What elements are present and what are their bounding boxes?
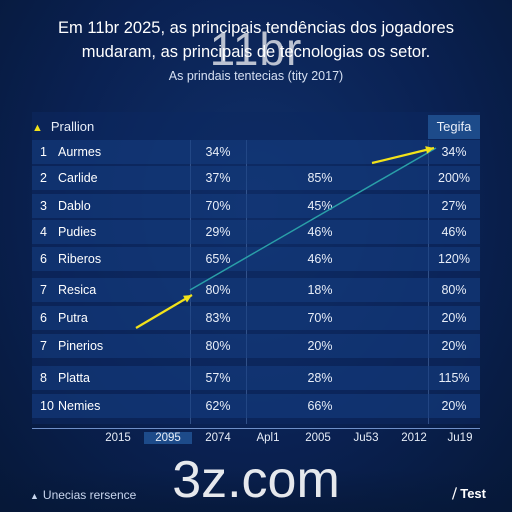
table-row: 10 Nemies 62% 66% 20%	[32, 394, 480, 418]
value-col-1: 70%	[205, 199, 231, 213]
watermark-bottom: 3z.com	[172, 451, 340, 509]
table-row: 4 Pudies 29% 46% 46%	[32, 220, 480, 244]
value-col-2: 46%	[307, 225, 333, 239]
value-col-3: 27%	[441, 199, 467, 213]
value-col-3: 115%	[438, 371, 470, 385]
row-rank: 10	[40, 399, 54, 413]
x-tick-label: 2012	[401, 432, 427, 444]
row-name: Putra	[58, 311, 88, 325]
chart-title-line-1: Em 11br 2025, as principais tendências d…	[58, 19, 454, 37]
value-col-3: 200%	[438, 171, 470, 185]
table-row: 2 Carlide 37% 85% 200%	[32, 166, 480, 190]
x-tick-label: 2005	[305, 432, 331, 444]
value-col-3: 120%	[438, 252, 470, 266]
footer-note: ▲ Unecias rersence	[30, 488, 136, 502]
value-col-2: 85%	[307, 171, 333, 185]
row-name: Nemies	[58, 399, 101, 413]
trend-line	[189, 147, 437, 291]
table-row: 7 Pinerios 80% 20% 20%	[32, 334, 480, 358]
table-row: 6 Riberos 65% 46% 120%	[32, 247, 480, 271]
value-col-1: 29%	[205, 225, 231, 239]
value-col-1: 34%	[205, 145, 231, 159]
x-tick-label: 2015	[105, 432, 131, 444]
value-col-2: 46%	[307, 252, 333, 266]
value-col-1: 80%	[205, 283, 231, 297]
row-rank: 7	[40, 339, 47, 353]
table-row: 8 Platta 57% 28% 115%	[32, 366, 480, 390]
badge-logo: ⧸ Test	[452, 486, 486, 501]
row-rank: 1	[40, 145, 47, 159]
row-rank: 4	[40, 225, 47, 239]
table-row: 3 Dablo 70% 45% 27%	[32, 194, 480, 218]
yellow-arrow-icon	[371, 146, 435, 165]
row-rank: 6	[40, 252, 47, 266]
data-table: ▲ Prallion Tegifa 1 Aurmes 34% 34% 2 Carlide 37…	[32, 112, 480, 424]
row-rank: 6	[40, 311, 47, 325]
column-header-right: Tegifa	[428, 115, 480, 139]
row-name: Pudies	[58, 225, 97, 239]
x-tick-label: 2095	[144, 432, 192, 444]
value-col-3: 20%	[441, 311, 467, 325]
value-col-2: 70%	[307, 311, 333, 325]
triangle-marker-icon: ▲	[32, 122, 43, 134]
x-tick-label: 2074	[205, 432, 231, 444]
value-col-3: 20%	[441, 399, 467, 413]
value-col-3: 34%	[441, 145, 467, 159]
value-col-2: 66%	[307, 399, 333, 413]
value-col-1: 80%	[205, 339, 231, 353]
row-rank: 7	[40, 283, 47, 297]
value-col-3: 46%	[441, 225, 467, 239]
chart-title-line-2: mudaram, as principais de tecnologias os…	[81, 43, 431, 61]
column-header-left-label: Prallion	[50, 119, 95, 134]
footer-text: Unecias rersence	[42, 488, 137, 502]
x-tick-label: Ju53	[353, 432, 379, 444]
row-name: Pinerios	[58, 339, 104, 353]
row-rank: 2	[40, 171, 47, 185]
x-axis-rule	[32, 428, 480, 429]
value-col-3: 20%	[441, 339, 467, 353]
row-rank: 3	[40, 199, 47, 213]
value-col-1: 37%	[205, 171, 231, 185]
table-row: 7 Resica 80% 18% 80%	[32, 278, 480, 302]
value-col-1: 62%	[205, 399, 231, 413]
row-name: Resica	[58, 283, 97, 297]
row-name: Carlide	[58, 171, 98, 185]
column-header-left: ▲ Prallion	[32, 115, 152, 139]
table-row: 1 Aurmes 34% 34%	[32, 140, 480, 164]
value-col-2: 20%	[307, 339, 333, 353]
value-col-1: 65%	[205, 252, 231, 266]
yellow-arrow-icon	[135, 294, 193, 329]
footer-marker-icon: ▲	[30, 491, 39, 501]
value-col-2: 45%	[307, 199, 333, 213]
value-col-1: 83%	[205, 311, 231, 325]
row-name: Platta	[58, 371, 90, 385]
row-rank: 8	[40, 371, 47, 385]
row-name: Riberos	[58, 252, 102, 266]
row-name: Aurmes	[58, 145, 102, 159]
value-col-1: 57%	[205, 371, 231, 385]
value-col-3: 80%	[441, 283, 467, 297]
chart-title-block: Em 11br 2025, as principais tendências d…	[0, 16, 512, 83]
value-col-2: 28%	[307, 371, 333, 385]
x-tick-label: Apl1	[256, 432, 280, 444]
x-tick-label: Ju19	[447, 432, 473, 444]
watermark-top: 11br	[209, 23, 303, 75]
chart-subtitle: As prindais tentecias (tity 2017)	[168, 69, 344, 83]
table-row: 6 Putra 83% 70% 20%	[32, 306, 480, 330]
value-col-2: 18%	[307, 283, 333, 297]
row-name: Dablo	[58, 199, 91, 213]
bottom-fade	[0, 470, 512, 512]
